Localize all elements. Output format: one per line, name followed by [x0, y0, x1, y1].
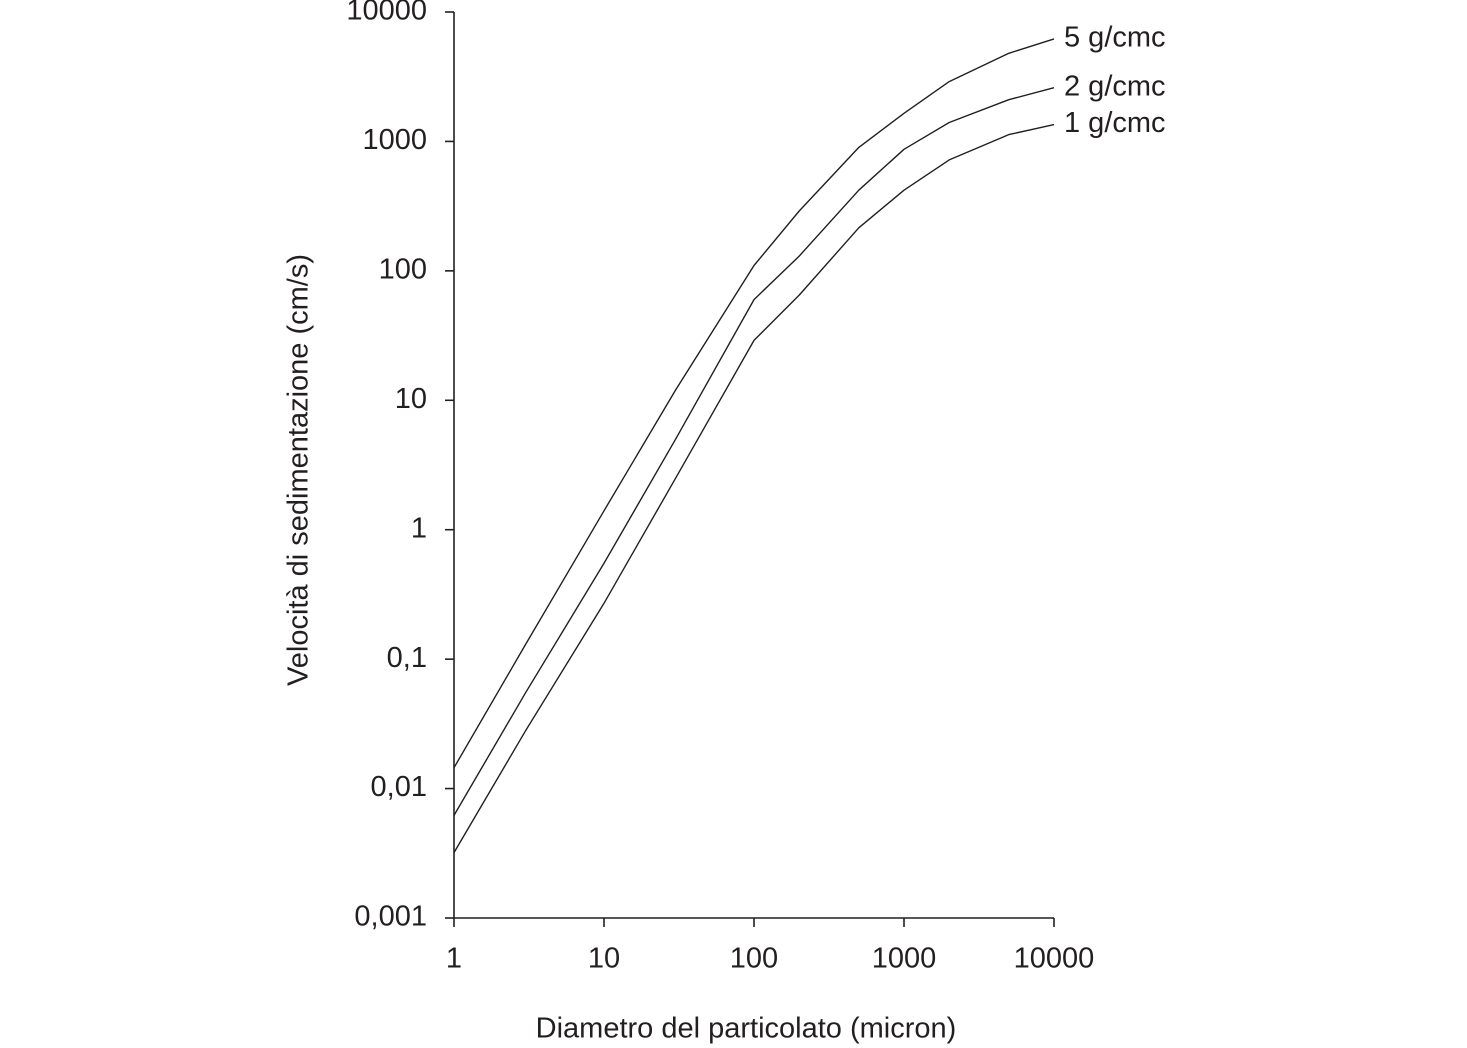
x-tick-label: 100 [730, 943, 778, 975]
y-tick-label: 0,001 [354, 901, 427, 933]
series-label: 5 g/cmc [1064, 22, 1166, 54]
x-tick-label: 10000 [1014, 943, 1095, 975]
y-tick-label: 0,01 [371, 771, 427, 803]
y-tick-label: 1000 [362, 124, 427, 156]
y-tick-label: 1 [411, 512, 427, 544]
y-tick-label: 0,1 [387, 642, 427, 674]
x-axis-title: Diametro del particolato (micron) [536, 1013, 957, 1045]
y-axis-title: Velocità di sedimentazione (cm/s) [283, 254, 315, 686]
y-tick-label: 100 [379, 254, 427, 286]
series-line [453, 38, 1055, 769]
series-line [453, 123, 1055, 853]
y-tick-label: 10 [395, 383, 427, 415]
series-label: 2 g/cmc [1064, 70, 1166, 102]
x-tick-label: 1000 [872, 943, 937, 975]
x-tick-label: 10 [588, 943, 620, 975]
series-line [453, 87, 1055, 816]
y-tick-label: 10000 [346, 0, 427, 27]
series-label: 1 g/cmc [1064, 107, 1166, 139]
x-tick-label: 1 [446, 943, 462, 975]
